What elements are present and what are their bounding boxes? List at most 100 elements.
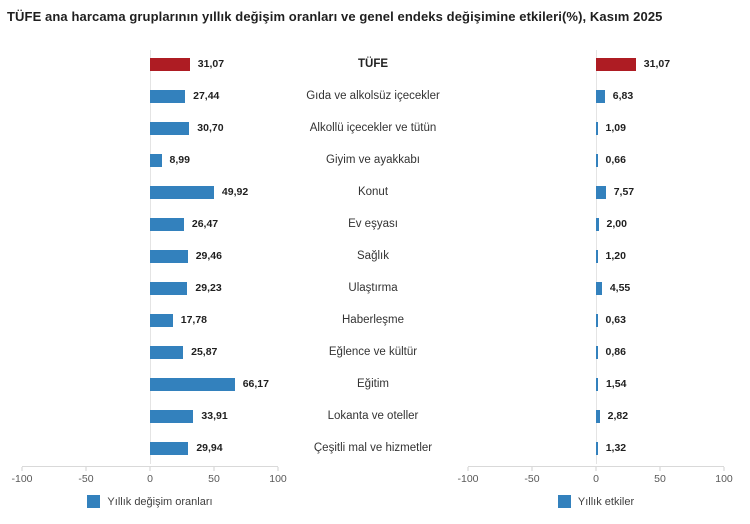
bar-value-label: 27,44 (193, 90, 220, 102)
bar (150, 281, 188, 295)
bar (150, 217, 184, 231)
bar (150, 313, 173, 327)
bar-value-label: 17,78 (180, 314, 208, 326)
chart-title: TÜFE ana harcama gruplarının yıllık deği… (7, 9, 663, 24)
category-label: Konut (357, 186, 389, 198)
left-chart-axis-line (22, 466, 278, 467)
bar-row: 29,46 (22, 240, 278, 272)
category-label: Sağlık (357, 250, 389, 262)
category-label: Çeşitli mal ve hizmetler (313, 442, 433, 454)
bar (150, 409, 194, 423)
bar-row: 0,66 (468, 144, 724, 176)
bar-value-label: 1,32 (605, 442, 627, 454)
bar (596, 313, 598, 327)
right-chart-plot-area: 31,07 6,83 1,09 0,66 7,57 2,00 1,20 4,55 0,63 0,8… (468, 48, 724, 464)
bar (596, 377, 598, 391)
bar (596, 89, 605, 103)
right-chart: 31,07 6,83 1,09 0,66 7,57 2,00 1,20 4,55 0,63 0,8… (457, 48, 733, 508)
bar-row: 29,94 (22, 432, 278, 464)
axis-tick-label: -50 (78, 473, 94, 485)
axis-tick-label: -100 (457, 473, 479, 485)
left-chart: 31,07 27,44 30,70 8,99 49,92 26,47 29,46 29,23 1… (11, 48, 287, 508)
left-chart-legend: Yıllık değişim oranları (22, 495, 278, 508)
bar-value-label: 0,66 (605, 154, 626, 166)
bar-row: 7,57 (468, 176, 724, 208)
axis-tick-mark (659, 467, 661, 471)
bar-value-label: 2,00 (606, 218, 627, 230)
bar (150, 345, 184, 359)
bar-value-label: 1,54 (605, 378, 627, 390)
category-label: Eğlence ve kültür (328, 346, 418, 358)
bar-row: 8,99 (22, 144, 278, 176)
axis-tick-mark (595, 467, 597, 471)
bar (150, 185, 214, 199)
category-label: Haberleşme (342, 314, 404, 326)
bar-row: 1,09 (468, 112, 724, 144)
axis-tick-label: -50 (524, 473, 540, 485)
bar-row: 31,07 (468, 48, 724, 80)
bar-value-label: 31,07 (197, 58, 225, 70)
bar-row: 1,20 (468, 240, 724, 272)
bar-row: 33,91 (22, 400, 278, 432)
axis-tick-mark (149, 467, 151, 471)
bar-value-label: 30,70 (197, 122, 224, 134)
bar-tufe (596, 57, 636, 71)
bar-value-label: 7,57 (613, 186, 635, 198)
bar-value-label: 25,87 (191, 346, 218, 358)
axis-tick-label: 50 (208, 473, 220, 485)
bar (596, 153, 598, 167)
axis-tick-mark (213, 467, 215, 471)
bar-row: 31,07 (22, 48, 278, 80)
bar-row: 66,17 (22, 368, 278, 400)
bar-value-label: 29,46 (195, 250, 222, 262)
bar-value-label: 0,86 (605, 346, 626, 358)
bar-value-label: 33,91 (201, 410, 228, 422)
bar (596, 441, 598, 455)
bar-row: 0,86 (468, 336, 724, 368)
category-label: Lokanta ve oteller (327, 410, 419, 422)
bar (150, 153, 162, 167)
category-label: TÜFE (357, 58, 389, 70)
bar (150, 249, 188, 263)
axis-tick-label: 100 (715, 473, 733, 485)
bar (596, 281, 602, 295)
category-label: Alkollü içecekler ve tütün (309, 122, 437, 134)
axis-tick-mark (531, 467, 533, 471)
bar-row: 26,47 (22, 208, 278, 240)
axis-tick-mark (277, 467, 279, 471)
bar-row: 2,00 (468, 208, 724, 240)
bar-tufe (150, 57, 190, 71)
category-labels: TÜFE Gıda ve alkolsüz içecekler Alkollü iç… (278, 48, 468, 464)
left-chart-x-axis: -100 -50 0 50 100 (11, 467, 287, 487)
bar-value-label: 0,63 (605, 314, 626, 326)
bar (596, 345, 598, 359)
right-chart-axis-line (468, 466, 724, 467)
charts-container: 31,07 27,44 30,70 8,99 49,92 26,47 29,46 29,23 1… (11, 48, 750, 508)
bar (150, 377, 235, 391)
bar-value-label: 1,20 (605, 250, 626, 262)
left-chart-plot-area: 31,07 27,44 30,70 8,99 49,92 26,47 29,46 29,23 1… (22, 48, 278, 464)
bar-row: 0,63 (468, 304, 724, 336)
bar-row: 2,82 (468, 400, 724, 432)
bar (596, 217, 599, 231)
right-legend-label: Yıllık etkiler (577, 495, 635, 508)
axis-tick-label: 50 (654, 473, 666, 485)
bar-value-label: 31,07 (643, 58, 671, 70)
bar-row: 49,92 (22, 176, 278, 208)
category-label: Eğitim (357, 378, 389, 390)
bar-value-label: 4,55 (609, 282, 631, 294)
bar-row: 4,55 (468, 272, 724, 304)
bar-value-label: 29,23 (195, 282, 222, 294)
axis-tick-mark (467, 467, 469, 471)
bar-value-label: 6,83 (612, 90, 634, 102)
bar-value-label: 66,17 (242, 378, 269, 390)
bar (596, 121, 598, 135)
axis-tick-mark (85, 467, 87, 471)
right-chart-x-axis: -100 -50 0 50 100 (457, 467, 733, 487)
right-chart-legend: Yıllık etkiler (468, 495, 724, 508)
bar-row: 17,78 (22, 304, 278, 336)
bar-row: 1,54 (468, 368, 724, 400)
bar (596, 409, 600, 423)
bar-row: 30,70 (22, 112, 278, 144)
axis-tick-label: -100 (11, 473, 33, 485)
